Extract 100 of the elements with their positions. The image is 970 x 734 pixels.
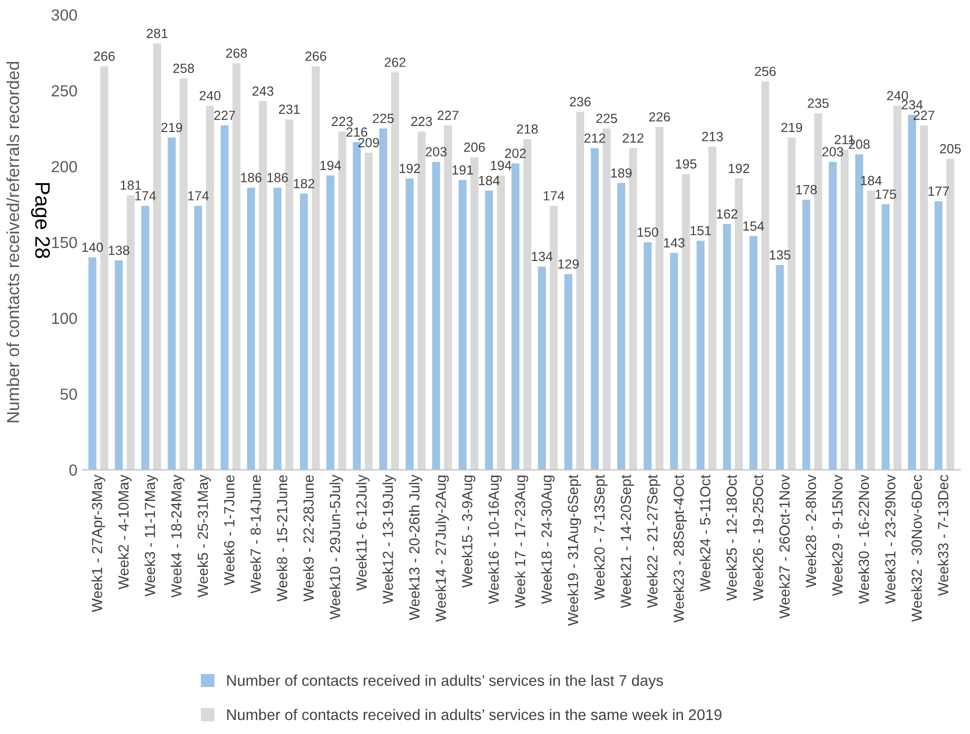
- data-label: 205: [940, 144, 961, 154]
- data-label: 212: [584, 133, 606, 143]
- x-tick-label: Week29 - 9-15Nov: [832, 474, 843, 596]
- data-label: 151: [690, 226, 711, 236]
- data-label: 181: [120, 180, 142, 190]
- data-label: 266: [94, 52, 115, 61]
- bar: [564, 274, 572, 470]
- data-label: 186: [241, 172, 262, 182]
- x-tick-label: Week15 - 3-9Aug: [462, 476, 476, 588]
- data-label: 256: [754, 66, 776, 76]
- data-label: 195: [676, 159, 696, 169]
- y-tick-label: 300: [52, 9, 77, 21]
- x-tick-label: Week31 - 23-29Nov: [884, 474, 896, 604]
- data-label: 225: [596, 114, 618, 124]
- x-tick-label: Week7 - 8-14June: [250, 475, 261, 594]
- bar: [749, 236, 758, 470]
- data-label: 175: [876, 190, 896, 199]
- data-label: 268: [226, 48, 247, 58]
- data-label: 206: [464, 142, 485, 152]
- bar: [326, 175, 334, 470]
- data-label: 234: [902, 100, 923, 110]
- data-label: 226: [649, 112, 670, 122]
- data-label: 218: [516, 124, 538, 134]
- data-label: 177: [928, 186, 949, 196]
- bar: [511, 163, 520, 470]
- data-label: 140: [82, 242, 103, 252]
- x-tick-label: Week3 - 11-17May: [144, 474, 158, 596]
- text: Page 28: [31, 183, 50, 258]
- bar: [379, 128, 388, 470]
- data-label: 212: [622, 133, 644, 143]
- bar: [485, 190, 493, 470]
- bar: [88, 257, 96, 470]
- bar: [590, 148, 599, 470]
- x-tick-label: Week16 - 10-16Aug: [488, 476, 502, 604]
- x-tick-label: Week20 - 7-13Sept: [594, 474, 608, 600]
- y-tick-label: 150: [52, 236, 77, 248]
- x-tick-label: Week18 - 24-30Aug: [541, 476, 555, 604]
- data-label: 225: [372, 114, 394, 124]
- x-tick-label: Week22 - 21-27Sept: [646, 474, 660, 608]
- data-label: 258: [173, 64, 194, 74]
- bar: [828, 162, 837, 470]
- x-tick-label: Week 17 - 17-23Aug: [514, 476, 528, 608]
- bar: [458, 180, 467, 470]
- data-label: 189: [611, 168, 632, 178]
- x-tick-label: Week5 - 25-31May: [197, 474, 211, 598]
- bar: [670, 252, 678, 470]
- bar: [274, 188, 282, 470]
- x-tick-label: Week4 - 18-24May: [170, 474, 184, 598]
- data-label: 223: [411, 116, 432, 126]
- data-label: 184: [479, 176, 500, 186]
- data-label: 266: [305, 52, 326, 61]
- data-label: 240: [200, 90, 220, 100]
- bar: [867, 190, 875, 470]
- y-axis-title: Number of contacts received/referrals recorded: [6, 62, 20, 422]
- x-tick-label: Week14 - 27July-2Aug: [435, 476, 449, 622]
- data-label: 162: [716, 209, 738, 219]
- x-tick-label: Week6 - 1-7June: [224, 475, 234, 586]
- data-label: 209: [358, 138, 380, 148]
- x-tick-label: Week21 - 14-20Sept: [620, 474, 634, 608]
- bar: [194, 206, 202, 470]
- data-label: 235: [808, 98, 829, 108]
- bar: [882, 204, 890, 470]
- data-label: 192: [400, 164, 420, 174]
- x-tick-label: Week23 - 28Sept-4Oct: [673, 474, 687, 623]
- x-tick-label: Week12 - 13-19July: [382, 474, 396, 604]
- x-tick-label: Week1 - 27Apr-3May: [92, 474, 106, 612]
- x-tick-label: Week19 - 31Aug-6Sept: [567, 474, 582, 626]
- data-label: 138: [108, 246, 130, 256]
- bar: [114, 260, 123, 470]
- y-tick-label: 50: [60, 388, 77, 400]
- data-label: 178: [796, 185, 817, 194]
- x-tick-label: Week26 - 19-25Oct: [752, 474, 764, 601]
- data-label: 135: [770, 250, 790, 260]
- data-label: 227: [438, 110, 458, 120]
- data-label: 134: [532, 252, 553, 262]
- x-tick-label: Week13 - 20-26th July: [408, 474, 422, 620]
- data-label: 243: [252, 86, 274, 96]
- data-label: 174: [135, 191, 156, 200]
- data-label: 191: [452, 165, 473, 175]
- y-tick-label: 0: [69, 464, 77, 476]
- data-label: 186: [267, 172, 288, 182]
- data-label: 182: [294, 178, 314, 188]
- bar: [934, 201, 942, 470]
- y-tick-label: 200: [52, 161, 77, 172]
- x-tick-label: Week10 - 29Jun-5July: [329, 474, 344, 620]
- data-label: 202: [505, 148, 526, 158]
- data-label: 150: [638, 227, 658, 237]
- bar: [538, 266, 546, 470]
- x-tick-label: Week30 - 16-22Nov: [858, 474, 870, 604]
- x-tick-label: Week24 - 5-11Oct: [700, 474, 710, 592]
- data-label: 203: [822, 147, 844, 156]
- bar: [644, 242, 652, 470]
- x-tick-label: Week33 - 7-13Dec: [938, 475, 948, 596]
- x-tick-label: Week2 - 4-10May: [118, 474, 132, 590]
- data-label: 184: [861, 176, 882, 186]
- data-label: 240: [887, 90, 908, 100]
- data-label: 203: [426, 147, 447, 156]
- data-label: 231: [278, 104, 300, 114]
- bar: [168, 138, 176, 470]
- data-label: 219: [781, 122, 802, 132]
